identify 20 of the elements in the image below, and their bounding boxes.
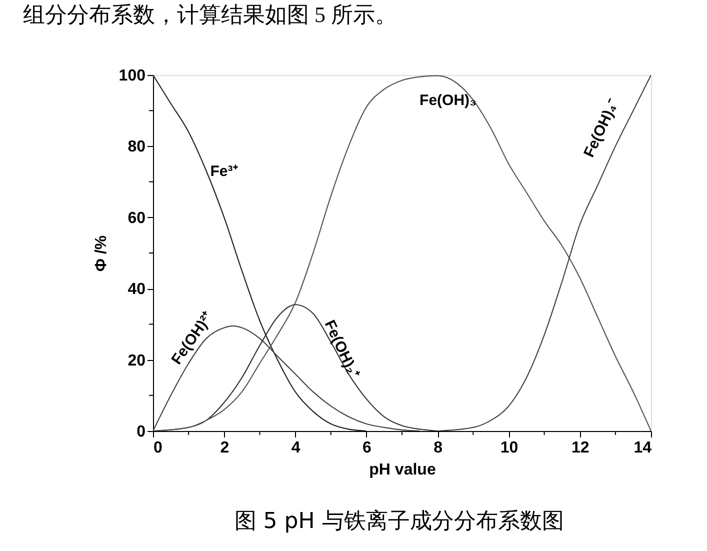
- text: 组分分布系数，计算结果如图 5 所示。: [23, 2, 397, 27]
- x-tick-label: 0: [154, 440, 162, 456]
- y-tick-label: 0: [136, 424, 146, 440]
- y-tick-label: 80: [128, 138, 146, 156]
- annotation: Fe³⁺: [210, 163, 238, 180]
- x-axis-title: pH value: [369, 462, 436, 478]
- x-tick-label: 6: [362, 440, 372, 456]
- x-tick-label: 12: [571, 440, 590, 456]
- x-tick-label: 8: [434, 440, 443, 456]
- y-tick-label: 40: [128, 281, 146, 298]
- y-axis-title: Φ /%: [92, 235, 110, 272]
- x-tick-label: 4: [291, 440, 300, 456]
- x-tick-label: 14: [634, 440, 652, 456]
- annotation: Fe(OH)₃: [420, 92, 477, 109]
- x-tick-label: 10: [500, 440, 518, 456]
- y-tick-label: 20: [128, 352, 146, 370]
- caption: 图 5 pH 与铁离子成分分布系数图: [234, 509, 564, 534]
- x-tick-label: 2: [220, 440, 230, 456]
- y-tick-label: 60: [128, 210, 146, 227]
- y-tick-label: 100: [118, 68, 146, 84]
